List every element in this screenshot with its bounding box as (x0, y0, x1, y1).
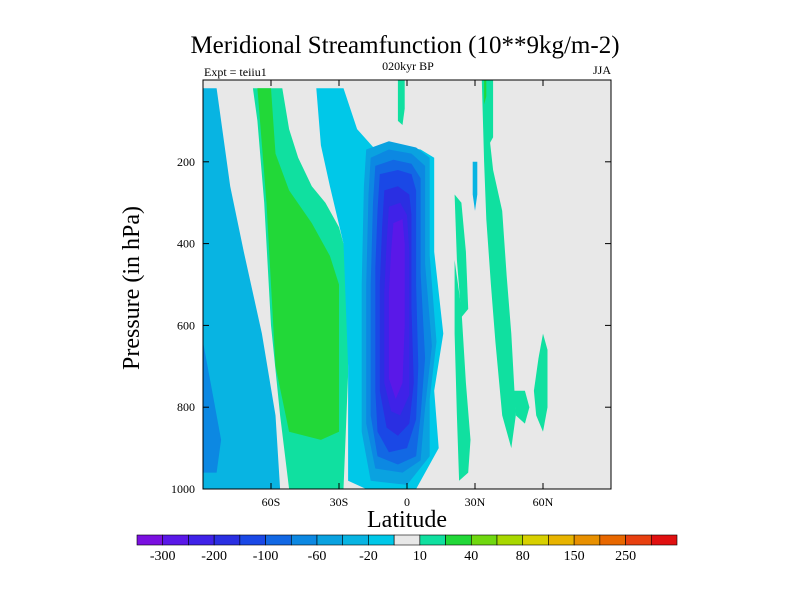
y-tick-label: 800 (177, 400, 195, 414)
colorbar-swatch (573, 534, 601, 546)
colorbar-swatch (368, 534, 395, 546)
colorbar-swatch (625, 534, 652, 546)
colorbar-label: 250 (615, 549, 636, 564)
colorbar-swatch (522, 534, 549, 546)
contour-fill-layer (203, 80, 548, 489)
colorbar-label: -20 (359, 549, 378, 564)
colorbar-swatch (445, 534, 472, 546)
colorbar-swatch (393, 534, 421, 546)
colorbar-label: 40 (464, 549, 478, 564)
season-label: JJA (593, 63, 611, 77)
y-tick-label: 600 (177, 318, 195, 332)
contour-region-hadley-cell-core (388, 219, 405, 399)
contour-region-sh-ferrel-inner (257, 88, 339, 440)
x-tick-label: 30S (330, 495, 349, 509)
x-tick-label: 60N (533, 495, 554, 509)
contour-region-nh-streak-5 (513, 390, 530, 424)
colorbar-label: 150 (564, 549, 585, 564)
x-axis-label: Latitude (367, 507, 447, 533)
contour-region-sh-polar-cell-inner (203, 341, 222, 473)
colorbar-swatch (239, 534, 266, 546)
contour-region-nh-streak-7 (484, 80, 487, 105)
colorbar-label: 10 (413, 549, 427, 564)
contour-region-nh-streak-1 (454, 260, 471, 481)
colorbar-swatch (650, 534, 678, 546)
x-tick-label: 30N (465, 495, 486, 509)
y-tick-label: 400 (177, 237, 195, 251)
colorbar-swatch (265, 534, 292, 546)
contour-region-nh-streak-2 (454, 194, 469, 318)
y-tick-label: 1000 (171, 482, 195, 496)
y-axis-label: Pressure (in hPa) (119, 206, 145, 370)
colorbar-swatch (290, 534, 318, 546)
colorbar-swatch (162, 534, 189, 546)
colorbar-swatch (548, 534, 575, 546)
contour-region-nh-blue-dot (472, 161, 478, 211)
period-label: 020kyr BP (382, 59, 434, 73)
contour-region-eq-upper-streak (397, 80, 405, 125)
colorbar-swatch (419, 534, 446, 546)
colorbar-label: 80 (516, 549, 530, 564)
x-tick-label: 60S (262, 495, 281, 509)
colorbar-swatch (470, 534, 498, 546)
colorbar-swatch (188, 534, 215, 546)
colorbar-label: -200 (201, 549, 227, 564)
colorbar: -300 -200 -100 -60 -20 10 40 80 150 250 (136, 534, 678, 564)
colorbar-label: -100 (253, 549, 279, 564)
colorbar-label: -60 (308, 549, 327, 564)
contour-region-nh-streak-3 (481, 80, 516, 449)
colorbar-swatch (599, 534, 626, 546)
colorbar-swatch (496, 534, 524, 546)
contour-region-sh-polar-cell (203, 88, 281, 489)
x-axis: 60S 30S 0 30N 60N (262, 80, 554, 509)
colorbar-label: -300 (150, 549, 176, 564)
colorbar-swatch (316, 534, 344, 546)
contour-region-nh-streak-6 (533, 333, 548, 432)
x-tick-label: 0 (404, 495, 410, 509)
colorbar-swatch (342, 534, 369, 546)
plot-area: 60S 30S 0 30N 60N 200 400 600 800 1000 (171, 79, 612, 509)
contour-region-nh-streak-4 (486, 80, 494, 146)
colorbar-swatch (136, 534, 164, 546)
experiment-label: Expt = teiiu1 (204, 65, 267, 79)
colorbar-swatch (213, 534, 241, 546)
y-axis: 200 400 600 800 1000 (171, 155, 611, 496)
chart-title: Meridional Streamfunction (10**9kg/m-2) (190, 32, 619, 59)
y-tick-label: 200 (177, 155, 195, 169)
